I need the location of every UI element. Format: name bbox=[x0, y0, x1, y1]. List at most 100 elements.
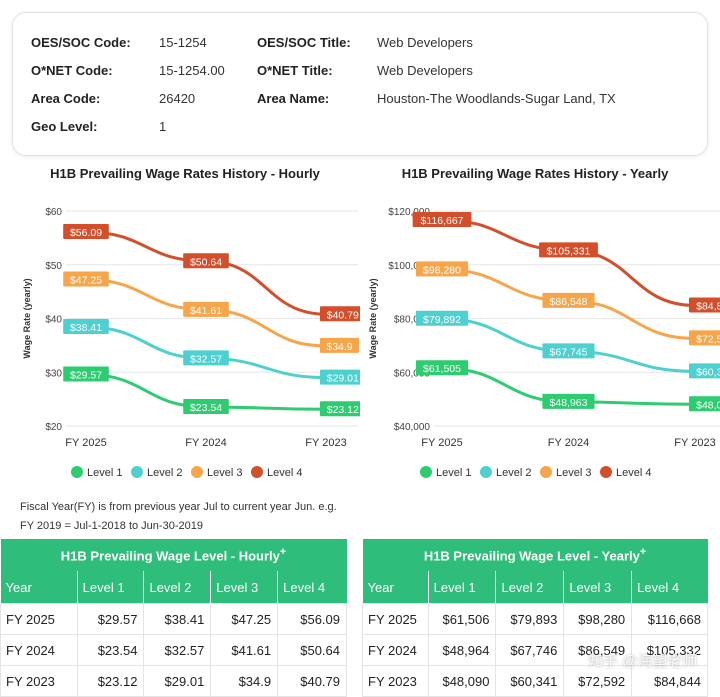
data-label-box bbox=[183, 350, 229, 366]
yearly-table-caption: H1B Prevailing Wage Level - Yearly+ bbox=[362, 539, 708, 571]
data-label-box bbox=[63, 271, 109, 287]
hourly-header-level4: Level 4 bbox=[277, 571, 347, 604]
legend-label: Level 4 bbox=[267, 467, 302, 479]
geo-level-value: 1 bbox=[159, 119, 167, 134]
y-tick-label: $40,000 bbox=[394, 422, 431, 433]
yearly-header-level1: Level 1 bbox=[427, 571, 496, 604]
table-cell: $60,341 bbox=[495, 665, 565, 697]
table-cell: $48,964 bbox=[427, 634, 497, 666]
data-label: $72,592 bbox=[696, 333, 720, 345]
occupation-info-card: OES/SOC Code: 15-1254 OES/SOC Title: Web… bbox=[12, 12, 708, 156]
table-cell: $48,090 bbox=[427, 665, 497, 697]
legend-label: Level 3 bbox=[207, 467, 242, 479]
table-cell: FY 2025 bbox=[0, 603, 78, 635]
table-cell: FY 2024 bbox=[362, 634, 429, 666]
data-label: $60,341 bbox=[696, 366, 720, 378]
data-label: $34.9 bbox=[326, 341, 352, 353]
table-cell: $67,746 bbox=[495, 634, 565, 666]
data-label-box bbox=[63, 224, 109, 240]
data-label: $50.64 bbox=[190, 256, 222, 268]
hourly-header-level3: Level 3 bbox=[210, 571, 278, 604]
oes-title-label: OES/SOC Title: bbox=[257, 35, 351, 50]
table-cell: $61,506 bbox=[427, 603, 497, 635]
table-cell: $29.57 bbox=[76, 603, 145, 635]
table-cell: $84,844 bbox=[631, 665, 708, 697]
area-code-label: Area Code: bbox=[31, 91, 101, 106]
geo-level-label: Geo Level: bbox=[31, 119, 98, 134]
area-name-label: Area Name: bbox=[257, 91, 330, 106]
legend-label: Level 3 bbox=[556, 467, 591, 479]
hourly-wage-chart: $20 $30 $40 $50 $60 FY 2025 FY 2024 FY 2023 Wage… bbox=[22, 207, 360, 479]
data-label-box bbox=[63, 366, 109, 382]
table-cell: $34.9 bbox=[210, 665, 279, 697]
table-cell: $47.25 bbox=[210, 603, 279, 635]
legend-marker bbox=[251, 466, 263, 478]
table-cell: $72,592 bbox=[563, 665, 633, 697]
oes-title-value: Web Developers bbox=[377, 35, 473, 50]
data-label-box bbox=[415, 360, 469, 376]
data-label-box bbox=[320, 369, 360, 385]
hourly-header-year: Year bbox=[0, 571, 78, 604]
yearly-header-level4: Level 4 bbox=[631, 571, 708, 604]
data-label: $56.09 bbox=[70, 227, 102, 239]
data-label-box bbox=[183, 301, 229, 317]
onet-title-label: O*NET Title: bbox=[257, 63, 333, 78]
series-line bbox=[441, 218, 696, 307]
table-cell: $23.12 bbox=[76, 665, 145, 697]
table-cell: $38.41 bbox=[143, 603, 212, 635]
x-tick-label: FY 2025 bbox=[65, 437, 106, 449]
legend-marker bbox=[71, 466, 83, 478]
table-row: FY 2024 $23.54 $32.57 $41.61 $50.64 bbox=[0, 634, 347, 666]
legend-label: Level 1 bbox=[87, 467, 122, 479]
fiscal-year-note-line1: Fiscal Year(FY) is from previous year Ju… bbox=[20, 501, 337, 513]
data-label-box bbox=[183, 253, 229, 269]
table-row: FY 2025 $61,506 $79,893 $98,280 $116,668 bbox=[362, 603, 708, 635]
hourly-header-level1: Level 1 bbox=[76, 571, 144, 604]
y-tick-label: $30 bbox=[45, 368, 62, 379]
data-label-box bbox=[320, 337, 359, 353]
table-cell: $40.79 bbox=[277, 665, 347, 697]
legend-label: Level 2 bbox=[496, 467, 531, 479]
onet-code-value: 15-1254.00 bbox=[159, 63, 225, 78]
yearly-header-year: Year bbox=[362, 571, 429, 604]
table-cell: FY 2023 bbox=[0, 665, 78, 697]
legend-marker bbox=[420, 466, 432, 478]
data-label-box bbox=[689, 363, 720, 379]
table-cell: $23.54 bbox=[76, 634, 145, 666]
data-label: $29.57 bbox=[70, 370, 102, 382]
hourly-table-caption-sup: + bbox=[279, 546, 287, 559]
data-label: $32.57 bbox=[190, 353, 222, 365]
y-tick-label: $120,000 bbox=[388, 207, 430, 218]
data-label-box bbox=[539, 242, 598, 258]
data-label: $98,280 bbox=[423, 264, 461, 276]
yearly-wage-chart: $40,000 $60,000 $80,000 $100,000 $120,000 FY … bbox=[368, 207, 720, 479]
data-label-box bbox=[689, 396, 720, 412]
table-cell: $32.57 bbox=[143, 634, 212, 666]
table-row: FY 2025 $29.57 $38.41 $47.25 $56.09 bbox=[0, 603, 347, 635]
table-row: FY 2024 $48,964 $67,746 $86,549 $105,332 bbox=[362, 634, 708, 666]
data-label: $84,844 bbox=[696, 300, 720, 312]
table-cell: $50.64 bbox=[277, 634, 347, 666]
watermark: 知乎 @海望老师 bbox=[588, 653, 698, 670]
data-label: $47.25 bbox=[70, 275, 102, 287]
y-axis-label: Wage Rate (yearly) bbox=[22, 278, 32, 358]
legend-marker bbox=[540, 466, 552, 478]
data-label-box bbox=[320, 306, 360, 322]
data-label: $40.79 bbox=[327, 309, 359, 321]
legend-label: Level 1 bbox=[436, 467, 471, 479]
data-label-box bbox=[320, 401, 360, 417]
yearly-table-caption-sup: + bbox=[639, 546, 647, 559]
oes-code-value: 15-1254 bbox=[159, 35, 207, 50]
hourly-header-level2: Level 2 bbox=[143, 571, 211, 604]
table-cell: FY 2025 bbox=[362, 603, 429, 635]
yearly-table-caption-text: H1B Prevailing Wage Level - Yearly bbox=[423, 548, 640, 564]
yearly-header-level3: Level 3 bbox=[563, 571, 632, 604]
legend-marker bbox=[600, 466, 612, 478]
data-label: $61,505 bbox=[423, 363, 461, 375]
table-cell: $56.09 bbox=[277, 603, 347, 635]
y-axis-label: Wage Rate (yearly) bbox=[368, 278, 378, 358]
data-label: $79,892 bbox=[423, 314, 461, 326]
onet-code-label: O*NET Code: bbox=[31, 63, 113, 78]
data-label: $23.54 bbox=[190, 402, 222, 414]
data-label-box bbox=[415, 261, 469, 277]
